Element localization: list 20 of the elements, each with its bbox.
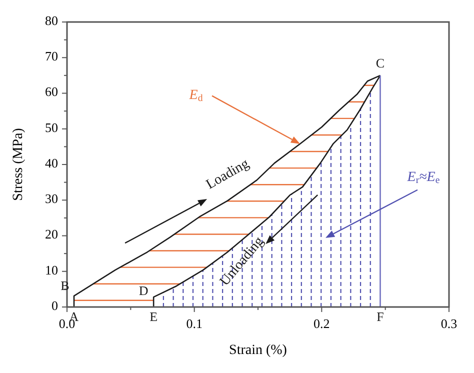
y-tick-label: 60	[45, 84, 58, 100]
y-tick-label: 40	[45, 155, 58, 170]
y-tick-label: 80	[45, 12, 58, 28]
y-tick-label: 20	[45, 226, 58, 242]
annotation: E$_{r}$≈E$_{e}$	[406, 170, 440, 186]
x-axis-title: Strain (%)	[229, 343, 288, 358]
y-tick-label: 0	[52, 298, 58, 313]
x-tick-label: 0.2	[314, 316, 330, 331]
annotation: C	[376, 55, 385, 70]
y-tick-label: 70	[45, 48, 58, 64]
annotation: F	[376, 309, 384, 324]
annotation: D	[138, 283, 148, 298]
x-tick-label: 0.1	[186, 316, 202, 331]
y-tick-label: 10	[45, 262, 58, 278]
y-tick-label: 50	[45, 120, 58, 135]
y-axis-title: Stress (MPa)	[11, 128, 26, 201]
y-tick-label: 30	[45, 191, 58, 206]
annotation: E	[150, 309, 158, 324]
x-tick-label: 0.3	[440, 316, 458, 331]
annotation: E$_{d}$	[188, 88, 203, 104]
